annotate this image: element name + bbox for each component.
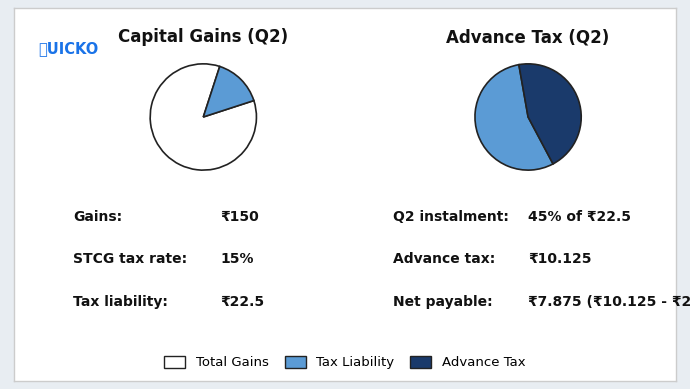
Text: Net payable:: Net payable: <box>393 294 492 308</box>
Wedge shape <box>204 67 254 117</box>
Title: Capital Gains (Q2): Capital Gains (Q2) <box>118 28 288 46</box>
Text: ₹10.125: ₹10.125 <box>528 252 591 266</box>
Text: ⓆUICKO: ⓆUICKO <box>38 41 98 56</box>
Text: ₹7.875 (₹10.125 - ₹2.25): ₹7.875 (₹10.125 - ₹2.25) <box>528 294 690 308</box>
Text: ₹150: ₹150 <box>220 210 259 224</box>
Title: Advance Tax (Q2): Advance Tax (Q2) <box>446 28 610 46</box>
Wedge shape <box>475 65 553 170</box>
Text: STCG tax rate:: STCG tax rate: <box>73 252 188 266</box>
Text: 15%: 15% <box>220 252 254 266</box>
Text: Q2 instalment:: Q2 instalment: <box>393 210 509 224</box>
Text: Tax liability:: Tax liability: <box>73 294 168 308</box>
Wedge shape <box>150 64 257 170</box>
Wedge shape <box>519 64 581 164</box>
Legend: Total Gains, Tax Liability, Advance Tax: Total Gains, Tax Liability, Advance Tax <box>159 350 531 375</box>
Text: 45% of ₹22.5: 45% of ₹22.5 <box>528 210 631 224</box>
Text: ₹22.5: ₹22.5 <box>220 294 264 308</box>
Text: Advance tax:: Advance tax: <box>393 252 495 266</box>
Text: Gains:: Gains: <box>73 210 123 224</box>
